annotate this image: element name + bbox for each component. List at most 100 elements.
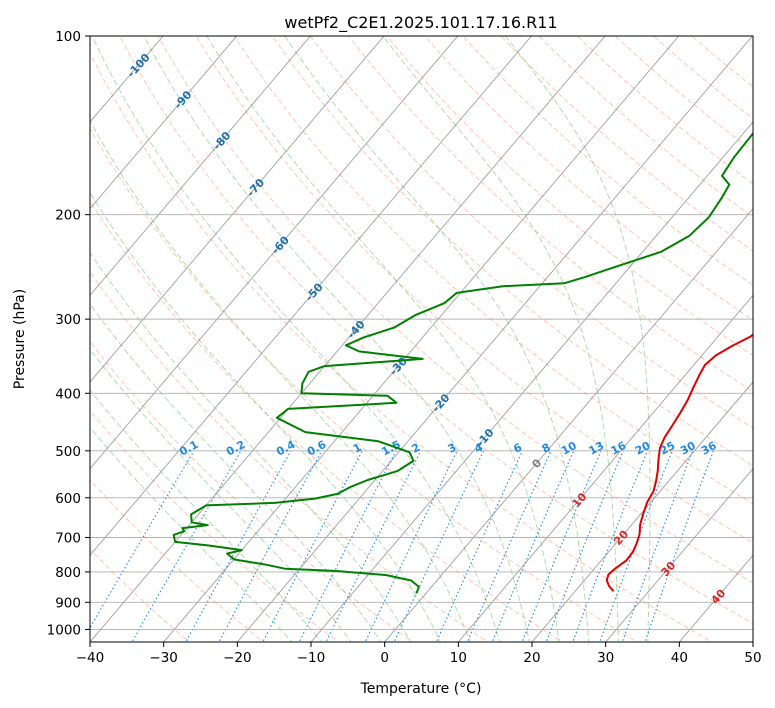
y-tick-label: 800 (55, 565, 81, 581)
y-tick-label: 100 (55, 29, 81, 45)
y-tick-label: 900 (55, 595, 81, 611)
x-tick-label: −20 (223, 650, 252, 666)
dry-adiabat-line (233, 36, 753, 505)
dry-adiabat-line (90, 127, 638, 642)
x-tick-label: 10 (450, 650, 467, 666)
mixing-ratio-line (90, 450, 195, 629)
isotherm-line (90, 36, 533, 557)
mixing-ratio-line (298, 450, 397, 642)
y-tick-label: 600 (55, 491, 81, 507)
x-tick-label: 30 (597, 650, 614, 666)
isotherm-line (163, 36, 680, 642)
dry-adiabat-line (90, 200, 564, 642)
y-tick-label: 300 (55, 312, 81, 328)
isotherm-line (90, 36, 312, 297)
dry-adiabat-line (90, 271, 489, 642)
isotherms (90, 36, 753, 642)
mixing-ratio-line (644, 450, 714, 642)
mixing-ratio-line (393, 450, 485, 642)
isotherm-line (90, 36, 606, 642)
y-axis: 100 200 300 400 500 600 700 800 900 1000 (47, 29, 90, 638)
mixing-ratio-label: 0.6 (305, 438, 329, 459)
mixing-ratio-label: 0.2 (224, 438, 247, 459)
moist-adiabat-line (206, 36, 560, 642)
mixing-ratio-label: 10 (559, 439, 579, 458)
moist-adiabat-line (90, 348, 352, 642)
x-tick-label: −30 (149, 650, 178, 666)
isotherm-label: -100 (125, 51, 153, 80)
mixing-ratio-label: 13 (587, 439, 607, 458)
mixing-ratio-line (621, 450, 694, 642)
mixing-ratio-label: 8 (540, 441, 553, 456)
y-tick-label: 1000 (47, 622, 81, 638)
profile-series (172, 131, 753, 594)
dry-adiabat-line (90, 51, 713, 642)
x-tick-label: 40 (671, 650, 688, 666)
isotherm-line (752, 641, 753, 642)
mixing-ratio-label: 30 (678, 439, 698, 458)
dry-adiabat-line (538, 36, 753, 218)
pressure-gridlines (90, 36, 753, 630)
mixing-ratio-label: 16 (609, 439, 629, 458)
temperature-profile-line (605, 333, 753, 592)
isotherm-line (236, 36, 753, 642)
mixing-ratio-line (185, 450, 292, 642)
mixing-ratio-line (364, 450, 458, 642)
y-axis-label: Pressure (hPa) (12, 289, 28, 389)
mixing-ratio-label: 20 (633, 439, 653, 458)
y-tick-label: 700 (55, 531, 81, 547)
isotherm-line (678, 554, 753, 642)
dry-adiabat-line (691, 36, 753, 88)
dry-adiabat-line (271, 36, 753, 467)
mixing-ratio-label: 36 (699, 439, 719, 458)
moist-adiabat-line (284, 36, 590, 642)
isotherm-line (457, 294, 753, 642)
plot-frame (89, 35, 754, 643)
mixing-ratio-label: 2 (409, 441, 422, 456)
mixing-ratio-line (521, 450, 602, 642)
dry-adiabat-line (462, 36, 753, 286)
x-tick-label: −10 (297, 650, 326, 666)
moist-adiabats (90, 36, 651, 642)
mixing-ratio-label: 0.4 (274, 438, 298, 459)
isotherm-line (90, 36, 459, 470)
dry-adiabat-line (615, 36, 753, 152)
isotherm-line (531, 381, 753, 642)
mixing-ratio-line (572, 450, 649, 642)
x-axis: −40 −30 −20 −10 0 10 20 30 40 50 (76, 642, 762, 666)
isotherm-line (310, 121, 753, 642)
x-tick-label: 50 (744, 650, 761, 666)
x-tick-label: 0 (380, 650, 389, 666)
isotherm-line (605, 467, 753, 642)
y-tick-label: 500 (55, 444, 81, 460)
moist-adiabat-line (90, 303, 382, 642)
plot-area: -100-90-80-70-60-50-40-30-20-10010203040… (90, 36, 753, 642)
isotherm-line (90, 36, 385, 383)
mixing-ratio-line (599, 450, 673, 642)
y-tick-label: 400 (55, 386, 81, 402)
moist-adiabat-line (143, 36, 530, 642)
dry-adiabat-line (157, 36, 753, 584)
chart-title: wetPf2_C2E1.2025.101.17.16.R11 (284, 13, 557, 33)
x-axis-label: Temperature (°C) (360, 681, 482, 697)
moist-adiabat-line (382, 36, 619, 642)
dry-adiabat-line (90, 548, 190, 642)
isotherm-line (90, 36, 238, 210)
dry-adiabat-line (90, 410, 340, 642)
dewpoint-profile-line (172, 131, 753, 594)
mixing-ratio-label: 1 (351, 441, 364, 456)
isotherm-line (384, 207, 753, 642)
dry-adiabat-line (500, 36, 753, 252)
mixing-ratio-line (545, 450, 624, 642)
moist-adiabat-line (504, 36, 651, 642)
dry-adiabat-line (195, 36, 753, 544)
x-tick-label: −40 (76, 650, 105, 666)
dry-adiabat-line (348, 36, 753, 393)
moist-adiabat-line (91, 36, 501, 642)
y-tick-label: 200 (55, 208, 81, 224)
mixing-ratio-line (218, 450, 323, 642)
mixing-ratio-labels: 0.1 0.2 0.4 0.6 1 1.5 2 3 4 6 8 10 13 16 20 25 30 36 (177, 438, 719, 459)
mixing-ratio-label: 6 (511, 441, 524, 456)
